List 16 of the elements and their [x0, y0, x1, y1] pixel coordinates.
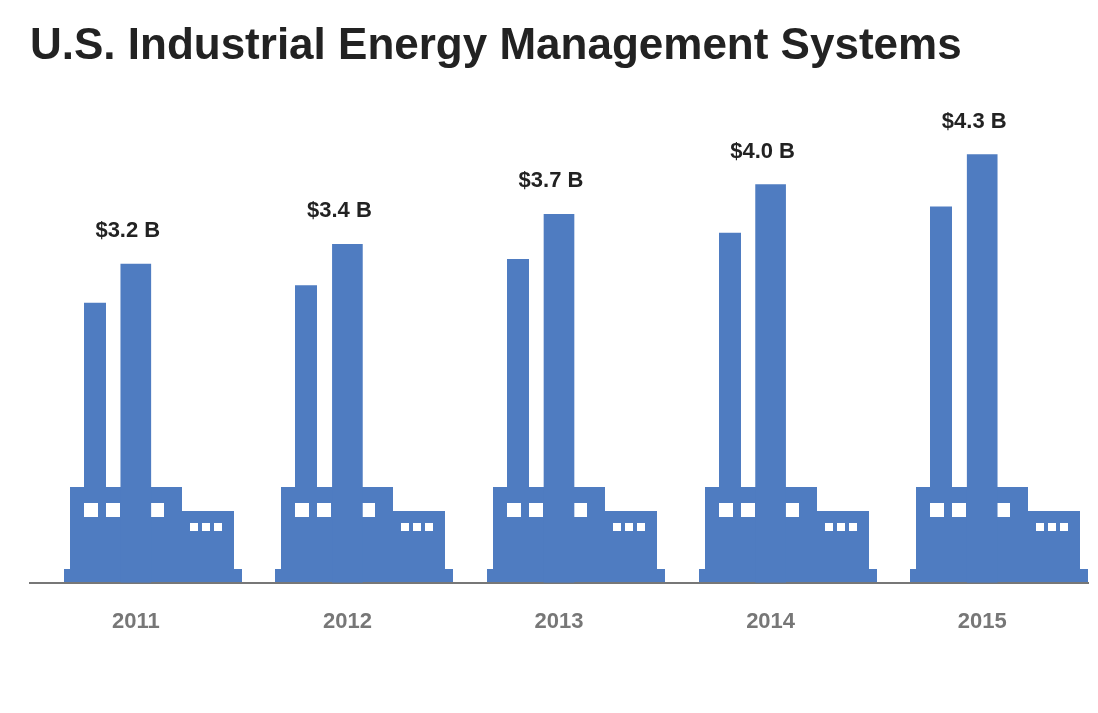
data-label: $3.2 B: [95, 217, 161, 243]
data-label: $4.3 B: [941, 107, 1007, 133]
x-tick-label: 2014: [746, 607, 796, 633]
bar: [966, 154, 998, 583]
x-tick-label: 2013: [534, 607, 584, 633]
x-tick-label: 2015: [957, 607, 1007, 633]
bar: [332, 243, 363, 583]
bar: [543, 214, 575, 583]
bar: [120, 263, 152, 583]
data-label: $3.4 B: [306, 197, 372, 223]
x-tick-label: 2011: [111, 607, 160, 633]
bar: [755, 184, 786, 583]
x-tick-label: 2012: [322, 607, 372, 633]
data-label: $3.7 B: [518, 167, 584, 193]
data-label: $4.0 B: [730, 137, 796, 163]
chart-title: U.S. Industrial Energy Management Systems: [30, 18, 962, 68]
